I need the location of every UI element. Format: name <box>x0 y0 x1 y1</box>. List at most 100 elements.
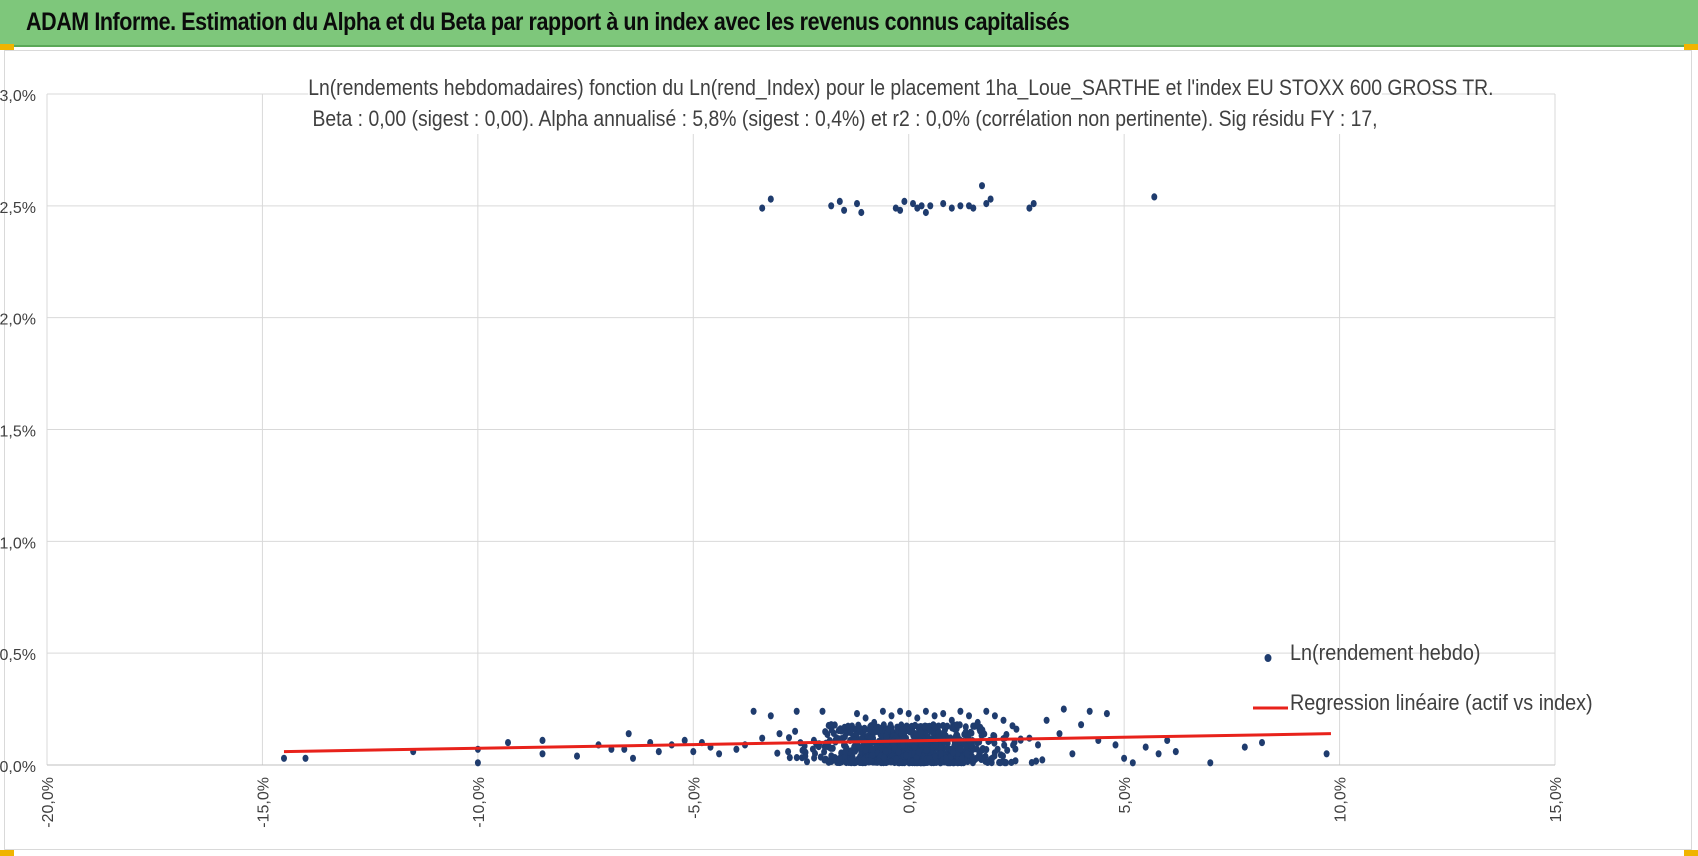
data-point <box>922 707 929 715</box>
x-tick-label: 10,0% <box>1333 777 1350 822</box>
x-tick-label: 0,0% <box>902 777 919 813</box>
data-point <box>505 739 511 747</box>
data-point <box>932 742 939 750</box>
data-point <box>776 730 783 738</box>
data-point <box>799 746 806 755</box>
data-point <box>932 723 938 731</box>
data-point <box>958 755 965 763</box>
data-point <box>302 754 309 762</box>
data-point <box>975 753 982 761</box>
data-point <box>969 753 975 761</box>
data-point <box>759 204 766 212</box>
data-point <box>767 712 774 720</box>
data-point <box>964 750 971 758</box>
data-point <box>900 741 906 749</box>
data-point <box>899 726 906 734</box>
legend-marker-dot <box>1264 654 1272 662</box>
data-point <box>924 733 931 741</box>
data-point <box>918 759 924 767</box>
chart-title: Ln(rendements hebdomadaires) fonction du… <box>308 72 1494 134</box>
data-point <box>967 728 974 737</box>
data-point <box>880 754 887 762</box>
data-point <box>938 749 944 758</box>
data-point <box>879 707 886 715</box>
data-point <box>1033 757 1040 765</box>
data-point <box>474 759 481 767</box>
y-tick-label: 1,5% <box>0 424 36 441</box>
data-points <box>281 182 1330 767</box>
data-point <box>1207 759 1214 767</box>
data-point <box>690 748 697 756</box>
data-point <box>841 753 848 761</box>
data-point <box>733 745 740 753</box>
data-point <box>1172 748 1179 756</box>
data-point <box>539 736 546 745</box>
data-point <box>913 759 920 767</box>
data-point <box>1103 710 1110 718</box>
chart-frame <box>4 50 1692 850</box>
data-point <box>793 707 800 715</box>
data-point <box>981 730 988 738</box>
data-point <box>792 727 799 735</box>
data-point <box>793 754 800 762</box>
chart-title-line-2: Beta : 0,00 (sigest : 0,00). Alpha annua… <box>312 106 1378 131</box>
y-tick-label: 3,0% <box>0 88 36 105</box>
data-point <box>774 749 781 757</box>
data-point <box>821 756 828 764</box>
data-point <box>655 748 662 756</box>
data-point <box>962 742 969 750</box>
data-point <box>1026 204 1033 212</box>
data-point <box>950 749 957 757</box>
data-point <box>885 725 892 733</box>
data-point <box>954 721 961 729</box>
data-point <box>833 734 840 742</box>
data-point <box>1112 741 1119 749</box>
report-banner: ADAM Informe. Estimation du Alpha et du … <box>0 0 1698 47</box>
data-point <box>895 748 902 756</box>
data-point <box>948 716 955 724</box>
data-point <box>931 712 938 720</box>
data-point <box>948 204 955 212</box>
data-point <box>1035 741 1041 749</box>
data-point <box>862 746 869 754</box>
data-point <box>828 202 835 210</box>
axes: 0,0% 0,5% 1,0% 1,5% 2,0% 2,5% 3,0% -20,0% -15,0%… <box>0 88 1565 828</box>
data-point <box>928 759 935 767</box>
x-tick-label: 15,0% <box>1548 777 1565 822</box>
legend-marker-line <box>1253 706 1288 710</box>
corner-marker-bottom-right <box>1684 850 1698 856</box>
y-tick-label: 2,5% <box>0 200 36 217</box>
data-point <box>923 746 930 754</box>
data-point <box>905 710 912 718</box>
data-point <box>876 757 883 766</box>
x-tick-label: 5,0% <box>1117 777 1134 813</box>
x-tick-label: -15,0% <box>255 777 272 828</box>
x-tick-label: -10,0% <box>471 777 488 828</box>
data-point <box>1003 759 1009 767</box>
data-point <box>935 729 942 737</box>
data-point <box>786 754 793 762</box>
data-point <box>857 758 864 766</box>
data-point <box>821 748 828 756</box>
data-point <box>786 734 792 742</box>
data-point <box>848 756 855 764</box>
data-point <box>943 754 949 763</box>
data-point <box>974 718 981 727</box>
data-point <box>969 759 976 767</box>
data-point <box>1043 716 1050 724</box>
data-point <box>1004 746 1011 754</box>
data-point <box>882 747 889 756</box>
data-point <box>621 745 628 753</box>
data-point <box>927 202 934 210</box>
data-point <box>1078 721 1085 729</box>
data-point <box>917 729 924 737</box>
data-point <box>1000 716 1007 724</box>
data-point <box>841 733 848 741</box>
data-point <box>940 722 947 730</box>
data-point <box>897 206 904 214</box>
data-point <box>869 751 876 759</box>
data-point <box>759 734 766 742</box>
y-tick-label: 0,0% <box>0 759 36 776</box>
data-point <box>828 726 835 734</box>
